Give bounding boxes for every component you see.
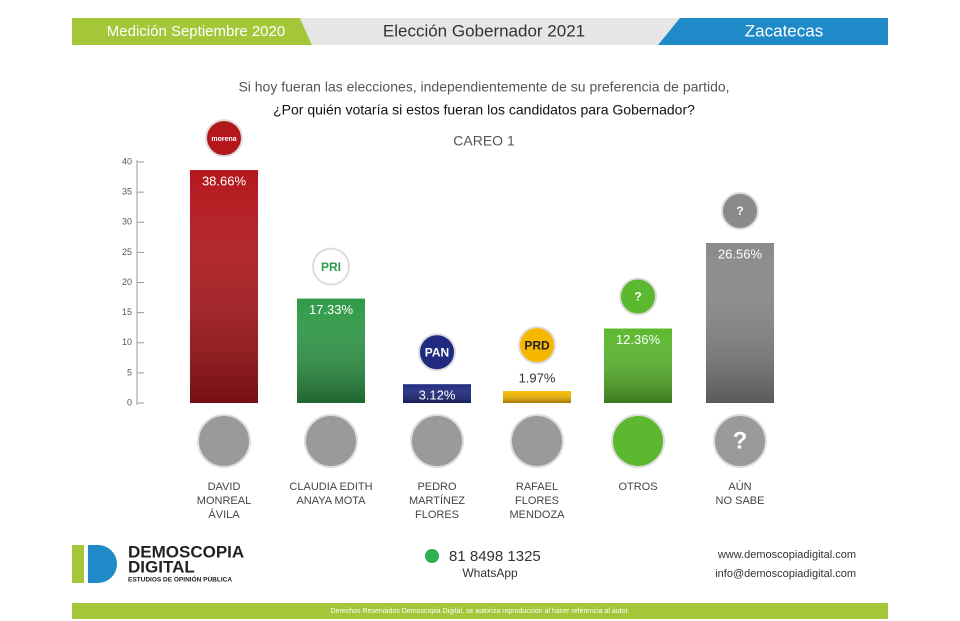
candidate-name: CLAUDIA EDITH ANAYA MOTA (289, 481, 373, 507)
party-logo (721, 191, 759, 230)
bar-shade (706, 242, 774, 403)
candidate-photo (510, 414, 564, 468)
bar-shade (297, 298, 365, 403)
candidate-name: PEDRO MARTÍNEZ FLORES (408, 481, 466, 521)
y-tick-label: 20 (122, 277, 132, 287)
candidate-photo (410, 414, 464, 468)
chart-title: CAREO 1 (453, 133, 515, 149)
logo-d (88, 545, 117, 583)
y-tick-label: 25 (122, 247, 132, 257)
party-logo-label: ? (634, 290, 641, 304)
phone-label: WhatsApp (462, 566, 518, 580)
party-logo (205, 119, 243, 158)
candidate-photo (197, 414, 251, 468)
bar-shade (403, 384, 471, 403)
value-label: 17.33% (309, 302, 354, 317)
candidate-name: RAFAEL FLORES MENDOZA (509, 481, 565, 521)
party-logo-label: PRD (524, 338, 550, 352)
y-tick-label: 5 (127, 367, 132, 377)
header-left (72, 18, 312, 45)
y-tick-label: 15 (122, 307, 132, 317)
candidate-photo (713, 414, 767, 468)
web: www.demoscopiadigital.com (717, 549, 856, 561)
candidate-name: DAVID MONREAL ÁVILA (196, 481, 252, 521)
candidate-photo (304, 414, 358, 468)
bar-shade (604, 328, 672, 403)
header-mid (300, 18, 680, 45)
party-logo (518, 326, 556, 365)
email: info@demoscopiadigital.com (715, 568, 856, 580)
party-logo (312, 247, 350, 286)
candidate-photo (611, 414, 665, 468)
y-tick-label: 30 (122, 217, 132, 227)
value-label: 3.12% (419, 388, 456, 403)
y-tick-label: 35 (122, 187, 132, 197)
candidate-name: AÚN NO SABE (715, 481, 765, 507)
value-label: 12.36% (616, 332, 661, 347)
header-right (658, 18, 888, 45)
question-line2: ¿Por quién votaría si estos fueran los c… (273, 102, 695, 118)
bar-shade (190, 170, 258, 403)
party-logo-label: morena (211, 136, 236, 143)
party-logo (418, 333, 456, 372)
candidate-name: OTROS (618, 481, 658, 493)
value-label: 38.66% (202, 174, 247, 189)
header-state: Zacatecas (745, 21, 823, 40)
bar-shade (503, 391, 571, 403)
y-tick-label: 0 (127, 397, 132, 407)
party-logo-label: PAN (425, 345, 449, 359)
logo-bar (72, 545, 84, 583)
header-measurement: Medición Septiembre 2020 (107, 23, 285, 40)
question-line1: Si hoy fueran las elecciones, independie… (238, 79, 729, 95)
brand: DEMOSCOPIA (128, 542, 244, 561)
photo-icon: ? (733, 427, 748, 454)
brand2: DIGITAL (128, 557, 195, 576)
header-title: Elección Gobernador 2021 (383, 21, 585, 40)
tagline: ESTUDIOS DE OPINIÓN PÚBLICA (128, 575, 232, 584)
party-logo-label: ? (736, 204, 743, 218)
y-tick-label: 10 (122, 337, 132, 347)
whatsapp-icon (425, 549, 439, 563)
value-label: 26.56% (718, 246, 763, 261)
party-logo-label: PRI (321, 260, 341, 274)
rights: Derechos Reservados Demoscopia Digital, … (331, 608, 630, 615)
y-tick-label: 40 (122, 156, 132, 166)
party-logo (619, 277, 657, 316)
footer-bar (72, 603, 888, 619)
value-label: 1.97% (519, 371, 556, 386)
phone: 81 8498 1325 (449, 548, 541, 565)
